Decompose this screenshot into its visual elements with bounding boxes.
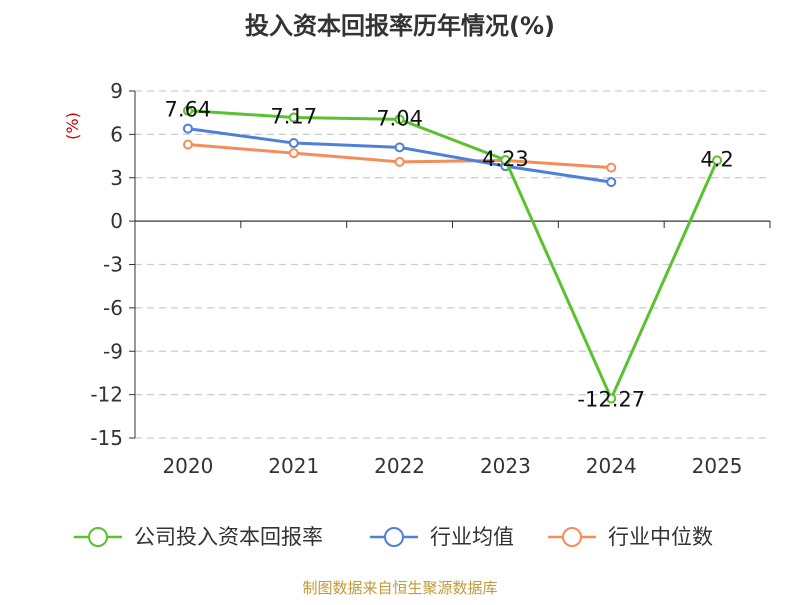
data-label: -12.27 [577,388,645,412]
legend-item[interactable]: 公司投入资本回报率 [74,525,323,549]
y-axis-label: (%) [63,112,82,140]
legend: 公司投入资本回报率 行业均值 行业中位数 [74,525,713,549]
data-point [394,114,405,125]
data-point [394,156,405,167]
grid-layer [135,90,770,439]
legend-marker-icon [562,527,582,547]
x-tick-label: 2025 [692,454,743,478]
y-tick-label: -3 [103,253,123,277]
y-tick-label: 9 [110,79,123,103]
data-point [606,177,617,188]
series-line [187,127,612,184]
data-point [182,105,193,116]
axis-layer: 9 6 3 0 -3 -6 -9 -12 -15 2020 2021 2022 2023 2024 2025 [90,79,771,478]
data-label: 7.64 [165,98,212,122]
data-point [288,112,299,123]
data-point [606,162,617,173]
y-tick-label: -6 [103,296,123,320]
x-tick-label: 2022 [374,454,425,478]
data-label: 4.23 [482,147,529,171]
data-point [500,154,511,165]
data-point [712,155,723,166]
y-tick-label: 6 [110,122,123,146]
data-label: 7.04 [376,106,423,130]
data-point [606,393,617,404]
chart-title: 投入资本回报率历年情况(%) [245,12,555,40]
legend-label: 行业中位数 [608,525,713,549]
data-label-layer: 7.64 7.17 7.04 4.23 -12.27 4.2 [165,98,734,412]
series-line [187,109,719,401]
x-tick-label: 2023 [480,454,531,478]
data-label: 4.2 [700,147,733,171]
legend-label: 公司投入资本回报率 [134,525,323,549]
y-tick-label: -12 [90,383,123,407]
x-tick-label: 2024 [586,454,637,478]
y-tick-label: 0 [110,209,123,233]
series-layer [182,105,723,404]
y-tick-label: -9 [103,339,123,363]
y-tick-label: -15 [90,426,123,450]
legend-marker-icon [384,527,404,547]
data-point [288,138,299,149]
x-tick-label: 2020 [162,454,213,478]
legend-item[interactable]: 行业中位数 [548,525,713,549]
data-point [182,123,193,134]
data-point [394,142,405,153]
legend-label: 行业均值 [430,525,514,549]
source-note: 制图数据来自恒生聚源数据库 [302,579,497,597]
data-label: 7.17 [270,104,317,128]
legend-item[interactable]: 行业均值 [370,525,514,549]
x-tick-label: 2021 [268,454,319,478]
data-point [182,139,193,150]
data-point [288,148,299,159]
legend-marker-icon [88,527,108,547]
y-tick-label: 3 [110,166,123,190]
